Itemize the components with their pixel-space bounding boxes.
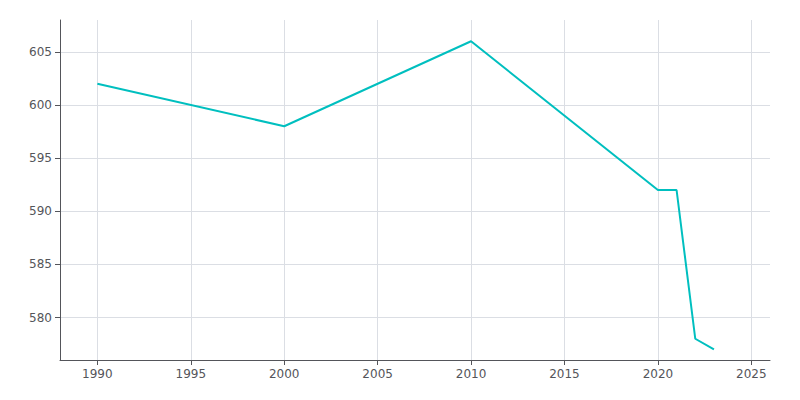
svg-text:2025: 2025 [736, 367, 767, 381]
svg-text:2020: 2020 [643, 367, 674, 381]
svg-text:2015: 2015 [549, 367, 580, 381]
svg-text:595: 595 [29, 151, 52, 165]
svg-text:590: 590 [29, 204, 52, 218]
svg-text:2010: 2010 [456, 367, 487, 381]
svg-text:605: 605 [29, 45, 52, 59]
svg-text:1995: 1995 [176, 367, 207, 381]
svg-text:600: 600 [29, 98, 52, 112]
svg-text:2000: 2000 [269, 367, 300, 381]
svg-text:2005: 2005 [362, 367, 393, 381]
svg-text:1990: 1990 [82, 367, 113, 381]
svg-text:585: 585 [29, 257, 52, 271]
svg-text:580: 580 [29, 311, 52, 325]
